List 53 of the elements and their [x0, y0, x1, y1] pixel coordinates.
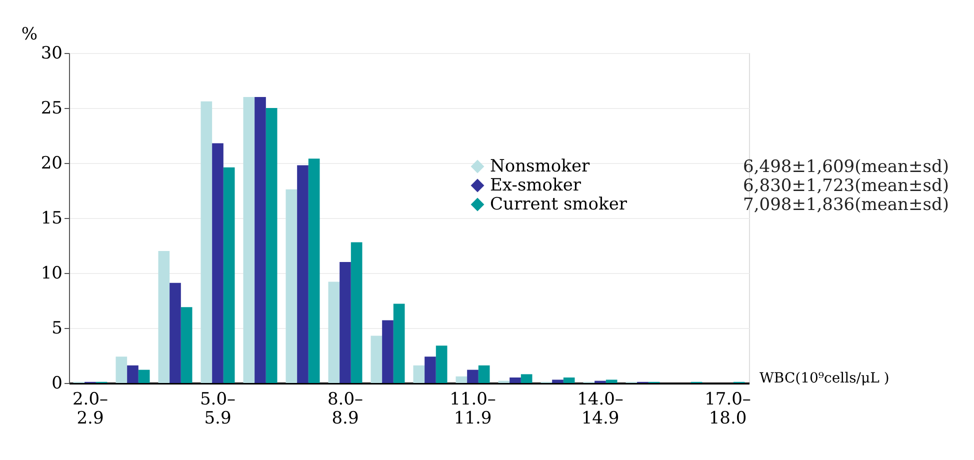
y-tick-label: 25	[40, 98, 62, 118]
bar	[243, 97, 255, 383]
bar	[138, 370, 150, 383]
y-tick-label: 30	[40, 44, 62, 64]
y-tick-label: 15	[40, 208, 62, 228]
bar	[456, 376, 468, 383]
bar	[328, 282, 340, 383]
bar	[254, 97, 266, 383]
bar	[563, 378, 575, 383]
bar	[370, 336, 382, 383]
bar	[436, 346, 448, 383]
bar	[223, 167, 235, 383]
y-tick-label: 20	[40, 154, 62, 174]
x-tick-label: 17.0– 18.0	[704, 390, 751, 428]
bar	[212, 143, 224, 383]
bar	[393, 304, 405, 383]
bar	[382, 320, 394, 383]
bar	[158, 251, 170, 383]
bar	[200, 101, 212, 383]
y-tick-label: 5	[52, 318, 62, 338]
x-tick-label: 8.0– 8.9	[327, 390, 364, 428]
y-axis-title: %	[21, 24, 38, 44]
legend-label: Ex-smoker	[490, 176, 582, 196]
x-tick-label: 11.0– 11.9	[450, 390, 496, 428]
x-tick-label: 14.0– 14.9	[577, 390, 624, 428]
bar	[552, 380, 564, 383]
bar	[606, 380, 618, 383]
bar	[127, 365, 138, 383]
bar	[116, 356, 128, 383]
annotation: 6,830±1,723(mean±sd)	[743, 176, 949, 196]
x-tick-label: 5.0– 5.9	[200, 390, 236, 428]
bar	[350, 242, 362, 383]
bar	[424, 356, 436, 383]
bar	[467, 370, 478, 383]
bar	[520, 374, 532, 383]
bar	[297, 165, 308, 383]
bar	[413, 365, 425, 383]
bar	[308, 158, 320, 383]
bar	[170, 282, 181, 383]
bar	[478, 365, 490, 383]
legend-label: Current smoker	[490, 194, 628, 214]
annotation: 6,498±1,609(mean±sd)	[743, 157, 949, 177]
bar	[286, 189, 298, 383]
bar	[340, 262, 351, 383]
bar	[510, 378, 521, 383]
y-tick-label: 10	[40, 264, 62, 284]
annotation: 7,098±1,836(mean±sd)	[743, 195, 949, 215]
y-tick-label: 0	[52, 374, 62, 394]
legend-label: Nonsmoker	[490, 156, 590, 176]
bar	[180, 307, 192, 383]
bar	[266, 108, 278, 383]
x-axis-title: WBC(10⁹cells/μL )	[760, 370, 890, 386]
x-tick-label: 2.0– 2.9	[72, 390, 108, 428]
